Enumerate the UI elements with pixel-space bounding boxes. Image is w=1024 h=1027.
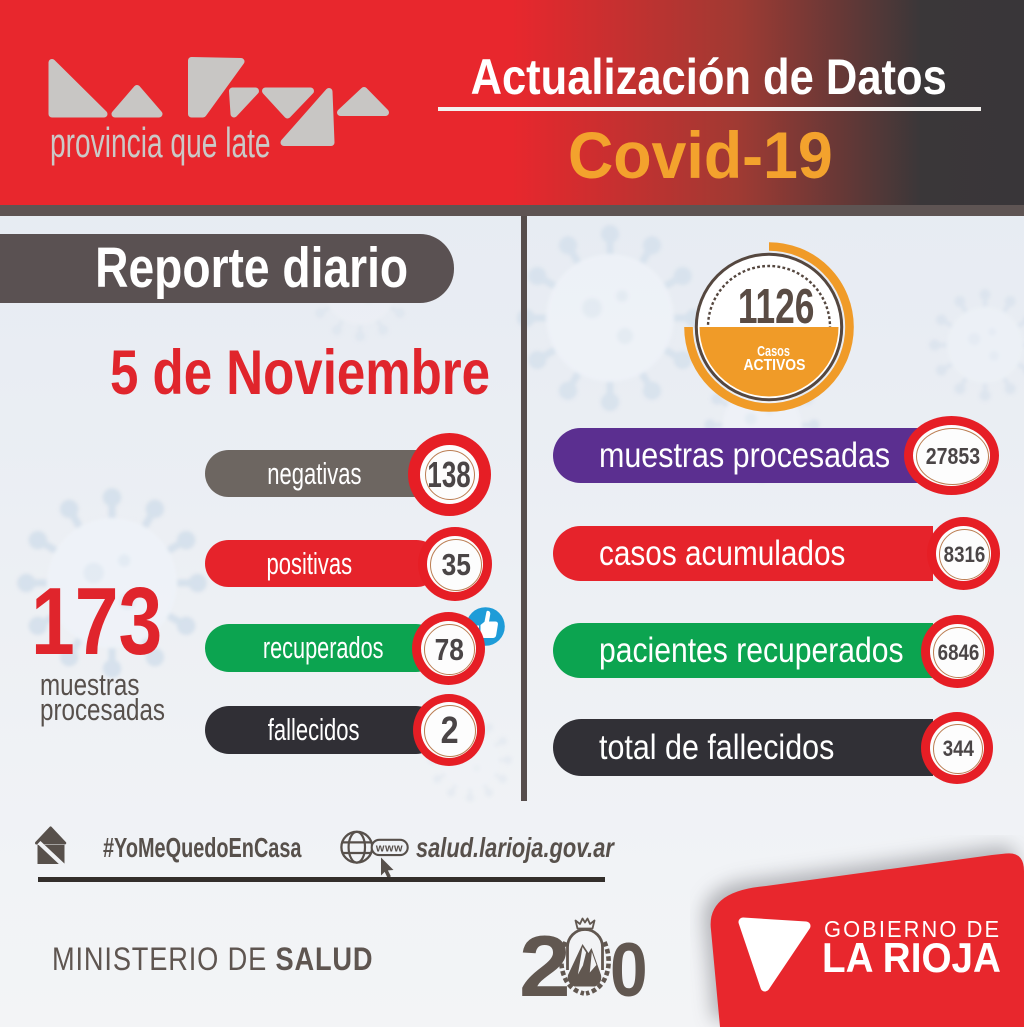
svg-text:www: www: [375, 843, 403, 855]
